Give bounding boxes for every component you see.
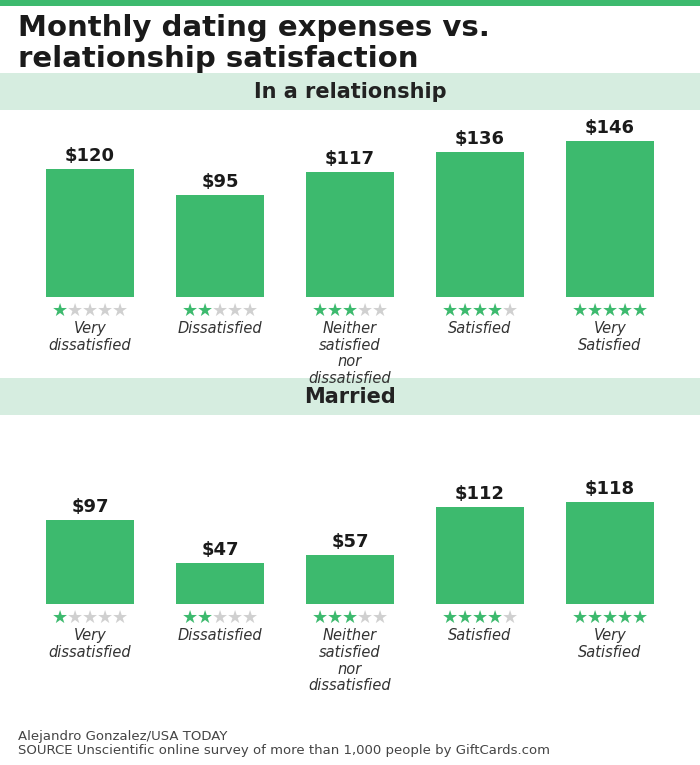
Bar [436,507,524,604]
Text: Very
dissatisfied: Very dissatisfied [49,628,132,660]
Text: ★: ★ [67,609,83,627]
Text: $120: $120 [65,147,115,164]
Text: ★: ★ [227,609,243,627]
Text: $112: $112 [455,485,505,503]
Text: ★: ★ [327,609,343,627]
Text: ★: ★ [487,302,503,320]
Text: $117: $117 [325,150,375,168]
Text: ★: ★ [632,609,648,627]
Bar [176,196,264,297]
Text: ★: ★ [112,302,128,320]
Text: ★: ★ [372,302,388,320]
Text: ★: ★ [442,302,458,320]
Text: Alejandro Gonzalez/USA TODAY: Alejandro Gonzalez/USA TODAY [18,730,227,743]
Text: ★: ★ [67,302,83,320]
Text: ★: ★ [442,609,458,627]
Text: ★: ★ [312,302,328,320]
Text: Monthly dating expenses vs.
relationship satisfaction: Monthly dating expenses vs. relationship… [18,14,490,73]
Bar [0,378,700,415]
Text: Satisfied: Satisfied [449,321,512,336]
Text: $118: $118 [585,480,635,498]
Text: Neither
satisfied
nor
dissatisfied: Neither satisfied nor dissatisfied [309,321,391,386]
Text: ★: ★ [472,609,488,627]
Text: ★: ★ [587,302,603,320]
Text: ★: ★ [182,302,198,320]
Bar [566,502,654,604]
Bar [306,555,394,604]
Text: ★: ★ [82,302,98,320]
Text: $95: $95 [202,174,239,191]
Text: ★: ★ [97,609,113,627]
Text: ★: ★ [212,302,228,320]
Bar [306,172,394,297]
Text: ★: ★ [602,609,618,627]
Bar [176,563,264,604]
Text: Very
Satisfied: Very Satisfied [578,321,642,353]
Text: Dissatisfied: Dissatisfied [178,321,262,336]
Text: ★: ★ [487,609,503,627]
Text: Satisfied: Satisfied [449,628,512,643]
Text: Very
dissatisfied: Very dissatisfied [49,321,132,353]
Text: ★: ★ [357,609,373,627]
Text: $57: $57 [331,532,369,551]
Text: ★: ★ [617,302,633,320]
Bar [46,169,134,297]
Text: ★: ★ [617,609,633,627]
Text: ★: ★ [587,609,603,627]
Text: ★: ★ [342,609,358,627]
Text: ★: ★ [472,302,488,320]
Text: ★: ★ [197,302,213,320]
Text: ★: ★ [327,302,343,320]
Text: ★: ★ [52,302,68,320]
Text: Neither
satisfied
nor
dissatisfied: Neither satisfied nor dissatisfied [309,628,391,693]
Bar [0,73,700,110]
Text: ★: ★ [572,302,588,320]
Text: ★: ★ [312,609,328,627]
Text: ★: ★ [372,609,388,627]
Text: ★: ★ [502,302,518,320]
Bar [0,0,700,6]
Text: ★: ★ [502,609,518,627]
Text: ★: ★ [602,302,618,320]
Text: Dissatisfied: Dissatisfied [178,628,262,643]
Text: ★: ★ [632,302,648,320]
Text: ★: ★ [457,609,473,627]
Text: ★: ★ [82,609,98,627]
Text: $136: $136 [455,130,505,148]
Text: In a relationship: In a relationship [253,82,447,102]
Text: $97: $97 [71,498,108,516]
Text: ★: ★ [97,302,113,320]
Bar [46,520,134,604]
Text: Married: Married [304,386,396,406]
Text: $47: $47 [202,542,239,559]
Text: ★: ★ [457,302,473,320]
Text: ★: ★ [197,609,213,627]
Text: $146: $146 [585,119,635,137]
Text: Very
Satisfied: Very Satisfied [578,628,642,660]
Text: ★: ★ [227,302,243,320]
Text: ★: ★ [572,609,588,627]
Text: ★: ★ [242,302,258,320]
Text: ★: ★ [182,609,198,627]
Text: ★: ★ [112,609,128,627]
Text: ★: ★ [242,609,258,627]
Text: ★: ★ [342,302,358,320]
Bar [566,141,654,297]
Text: ★: ★ [357,302,373,320]
Text: SOURCE Unscientific online survey of more than 1,000 people by GiftCards.com: SOURCE Unscientific online survey of mor… [18,744,550,757]
Text: ★: ★ [52,609,68,627]
Bar [436,151,524,297]
Text: ★: ★ [212,609,228,627]
